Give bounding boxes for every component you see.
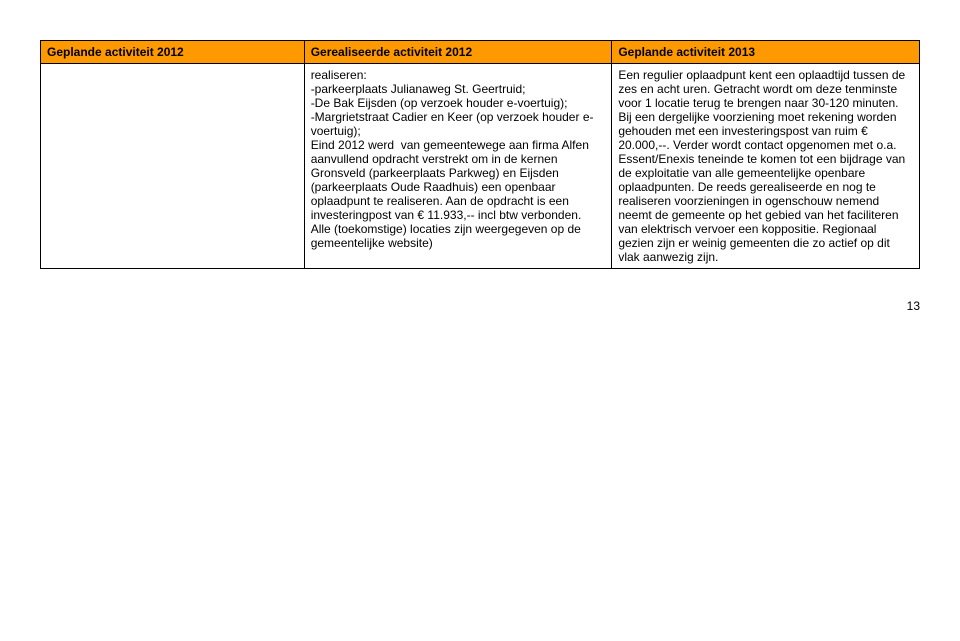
col-header-3: Geplande activiteit 2013 [612, 41, 920, 64]
cell-col1 [41, 64, 305, 269]
table-header-row: Geplande activiteit 2012 Gerealiseerde a… [41, 41, 920, 64]
col-header-2: Gerealiseerde activiteit 2012 [304, 41, 612, 64]
cell-col3: Een regulier oplaadpunt kent een oplaadt… [612, 64, 920, 269]
col-header-1: Geplande activiteit 2012 [41, 41, 305, 64]
page-number: 13 [40, 299, 920, 313]
table-row: realiseren: -parkeerplaats Julianaweg St… [41, 64, 920, 269]
activity-table: Geplande activiteit 2012 Gerealiseerde a… [40, 40, 920, 269]
cell-col2: realiseren: -parkeerplaats Julianaweg St… [304, 64, 612, 269]
